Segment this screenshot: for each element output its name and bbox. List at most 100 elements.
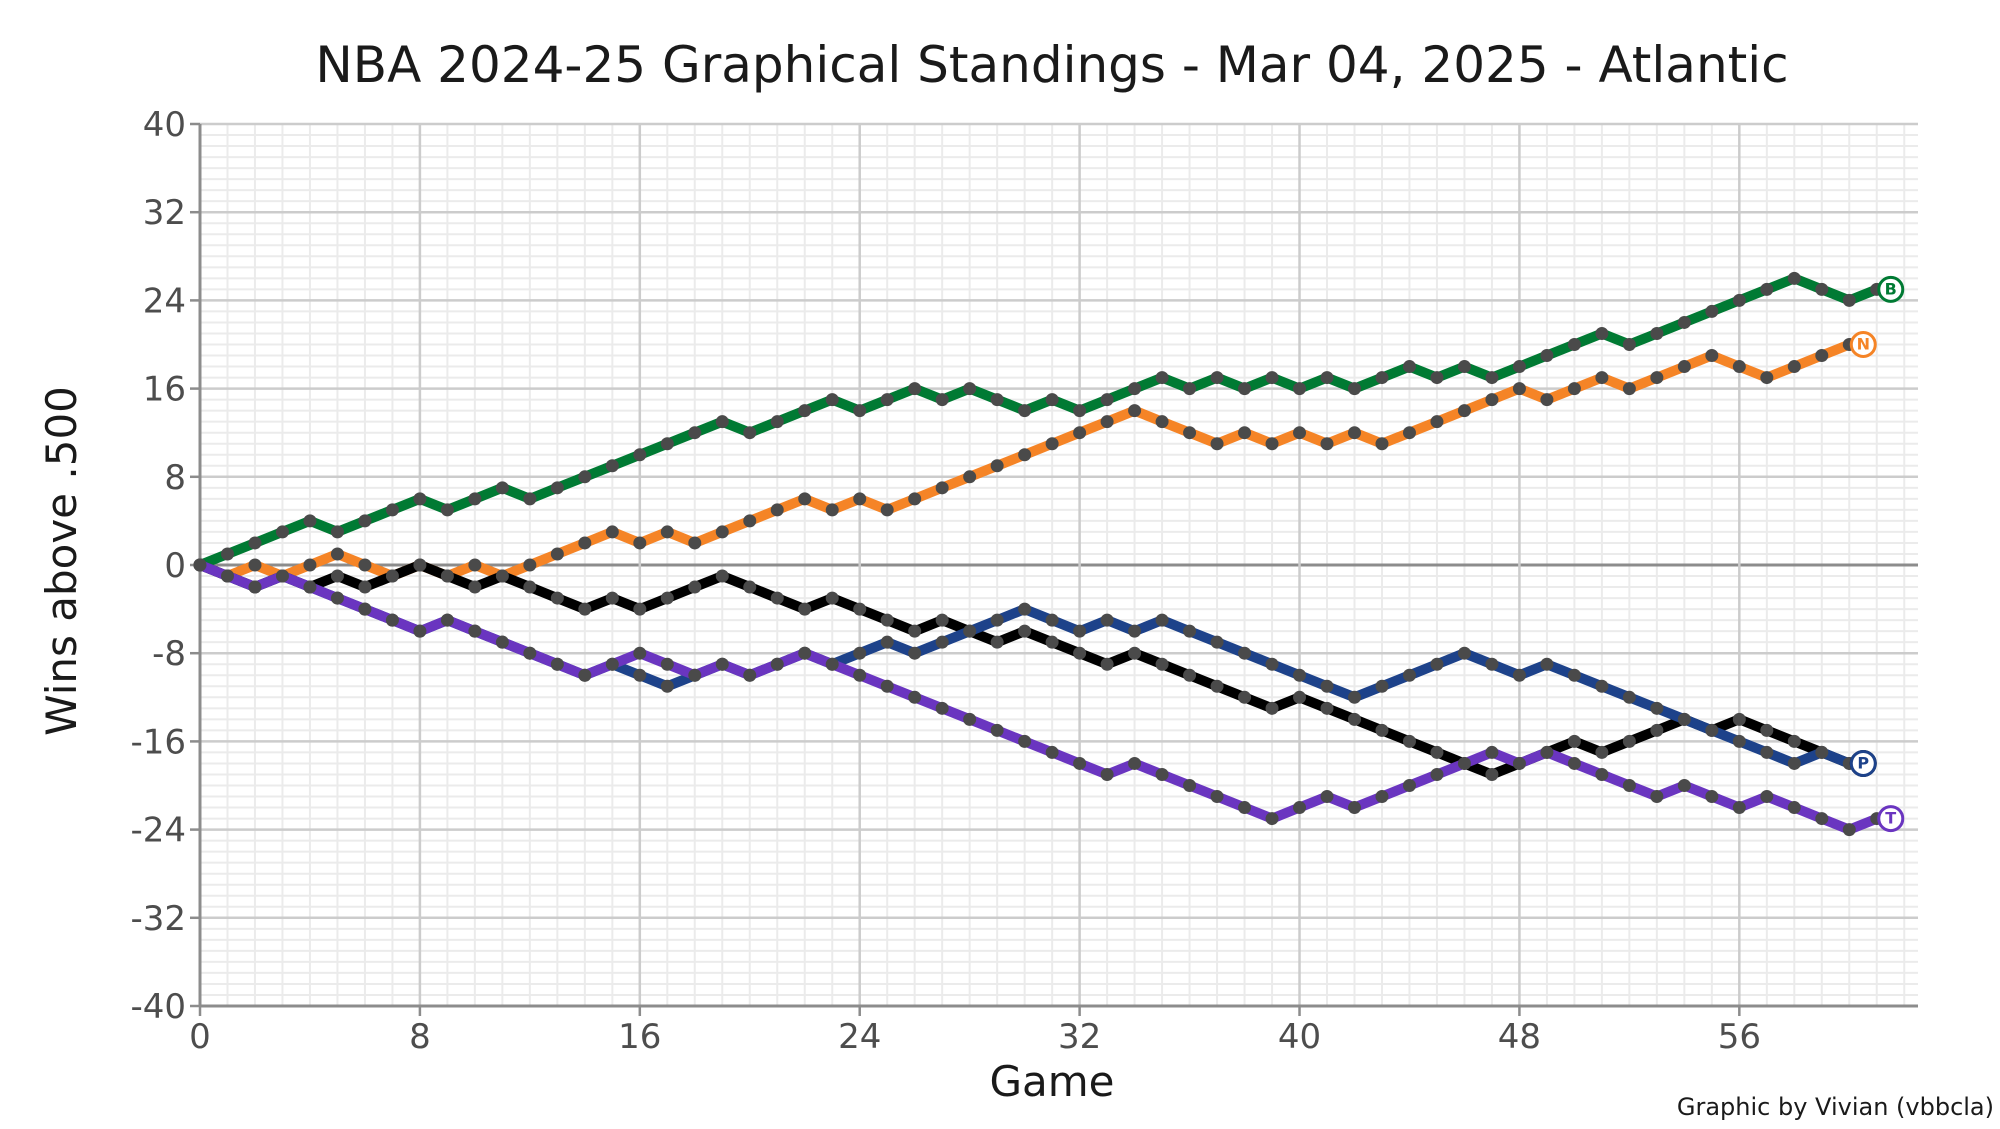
data-point: [1732, 712, 1746, 726]
data-point: [468, 580, 482, 594]
x-tick-label: 24: [838, 1017, 881, 1057]
data-point: [825, 393, 839, 407]
data-point: [1567, 734, 1581, 748]
data-point: [963, 624, 977, 638]
data-point: [1183, 624, 1197, 638]
data-point: [1842, 293, 1856, 307]
data-point: [1183, 668, 1197, 682]
y-tick-label: -24: [130, 811, 186, 851]
data-point: [1787, 756, 1801, 770]
data-point: [688, 668, 702, 682]
data-point: [1265, 701, 1279, 715]
data-point: [1183, 779, 1197, 792]
data-point: [1347, 712, 1361, 726]
team-logo-badge: [1877, 805, 1905, 833]
data-point: [358, 514, 372, 528]
data-point: [605, 657, 619, 671]
data-point: [908, 382, 922, 396]
data-point: [908, 492, 922, 506]
data-point: [1375, 679, 1389, 693]
data-point: [1787, 271, 1801, 285]
data-point: [605, 459, 619, 473]
data-point: [303, 580, 317, 594]
data-point: [1512, 668, 1526, 682]
data-point: [1128, 382, 1142, 396]
chart-caption: Graphic by Vivian (vbbcla): [1677, 1093, 1994, 1121]
data-point: [1210, 437, 1224, 451]
data-point: [578, 536, 592, 550]
data-point: [330, 547, 344, 561]
data-point: [1512, 382, 1526, 396]
x-tick-label: 40: [1278, 1017, 1321, 1057]
data-point: [550, 481, 564, 495]
data-point: [1183, 426, 1197, 440]
data-point: [1402, 426, 1416, 440]
data-point: [743, 426, 757, 440]
data-point: [1485, 657, 1499, 671]
data-point: [1073, 624, 1087, 638]
data-point: [385, 569, 399, 583]
data-point: [1347, 382, 1361, 396]
data-point: [853, 602, 867, 616]
team-logo-nyk: N: [1849, 331, 1877, 358]
data-point: [990, 613, 1004, 627]
data-point: [1540, 745, 1554, 759]
team-logo-badge: [1877, 275, 1905, 303]
data-point: [1018, 734, 1032, 748]
data-point: [1375, 371, 1389, 385]
data-point: [1705, 349, 1719, 363]
data-point: [935, 481, 949, 495]
data-point: [660, 679, 674, 693]
data-point: [825, 503, 839, 517]
data-point: [798, 602, 812, 616]
data-point: [743, 580, 757, 594]
data-point: [798, 492, 812, 506]
data-point: [1787, 801, 1801, 815]
team-logo-phi: P: [1849, 749, 1877, 777]
x-tick-label: 0: [189, 1017, 211, 1057]
data-point: [523, 492, 537, 506]
data-point: [1595, 371, 1609, 385]
data-point: [1100, 415, 1114, 429]
data-point: [1100, 613, 1114, 627]
data-point: [1705, 723, 1719, 737]
data-point: [495, 481, 509, 495]
data-point: [495, 569, 509, 583]
data-point: [1238, 426, 1252, 440]
data-point: [688, 426, 702, 440]
y-tick-label: 8: [164, 458, 186, 498]
y-tick-label: 32: [143, 193, 186, 233]
data-point: [550, 591, 564, 605]
data-point: [468, 492, 482, 506]
data-point: [275, 525, 289, 539]
data-point: [1732, 734, 1746, 748]
data-point: [1430, 415, 1444, 429]
y-tick-label: -16: [130, 722, 186, 762]
data-point: [853, 492, 867, 506]
data-point: [440, 569, 454, 583]
data-point: [1210, 790, 1224, 804]
data-point: [550, 547, 564, 561]
data-point: [578, 470, 592, 484]
data-point: [1540, 349, 1554, 363]
data-point: [715, 657, 729, 671]
data-point: [1265, 371, 1279, 385]
data-point: [880, 613, 894, 627]
data-point: [1760, 282, 1774, 296]
data-point: [1540, 393, 1554, 407]
data-point: [1320, 790, 1334, 804]
data-point: [1595, 326, 1609, 340]
data-point: [1018, 448, 1032, 462]
data-point: [1650, 371, 1664, 385]
data-point: [1815, 282, 1829, 296]
data-point: [743, 668, 757, 682]
data-point: [660, 525, 674, 539]
data-point: [1183, 382, 1197, 396]
data-point: [1402, 779, 1416, 792]
data-point: [908, 646, 922, 660]
data-point: [1375, 723, 1389, 737]
data-point: [963, 470, 977, 484]
y-tick-label: -32: [130, 899, 186, 939]
data-point: [1760, 790, 1774, 804]
